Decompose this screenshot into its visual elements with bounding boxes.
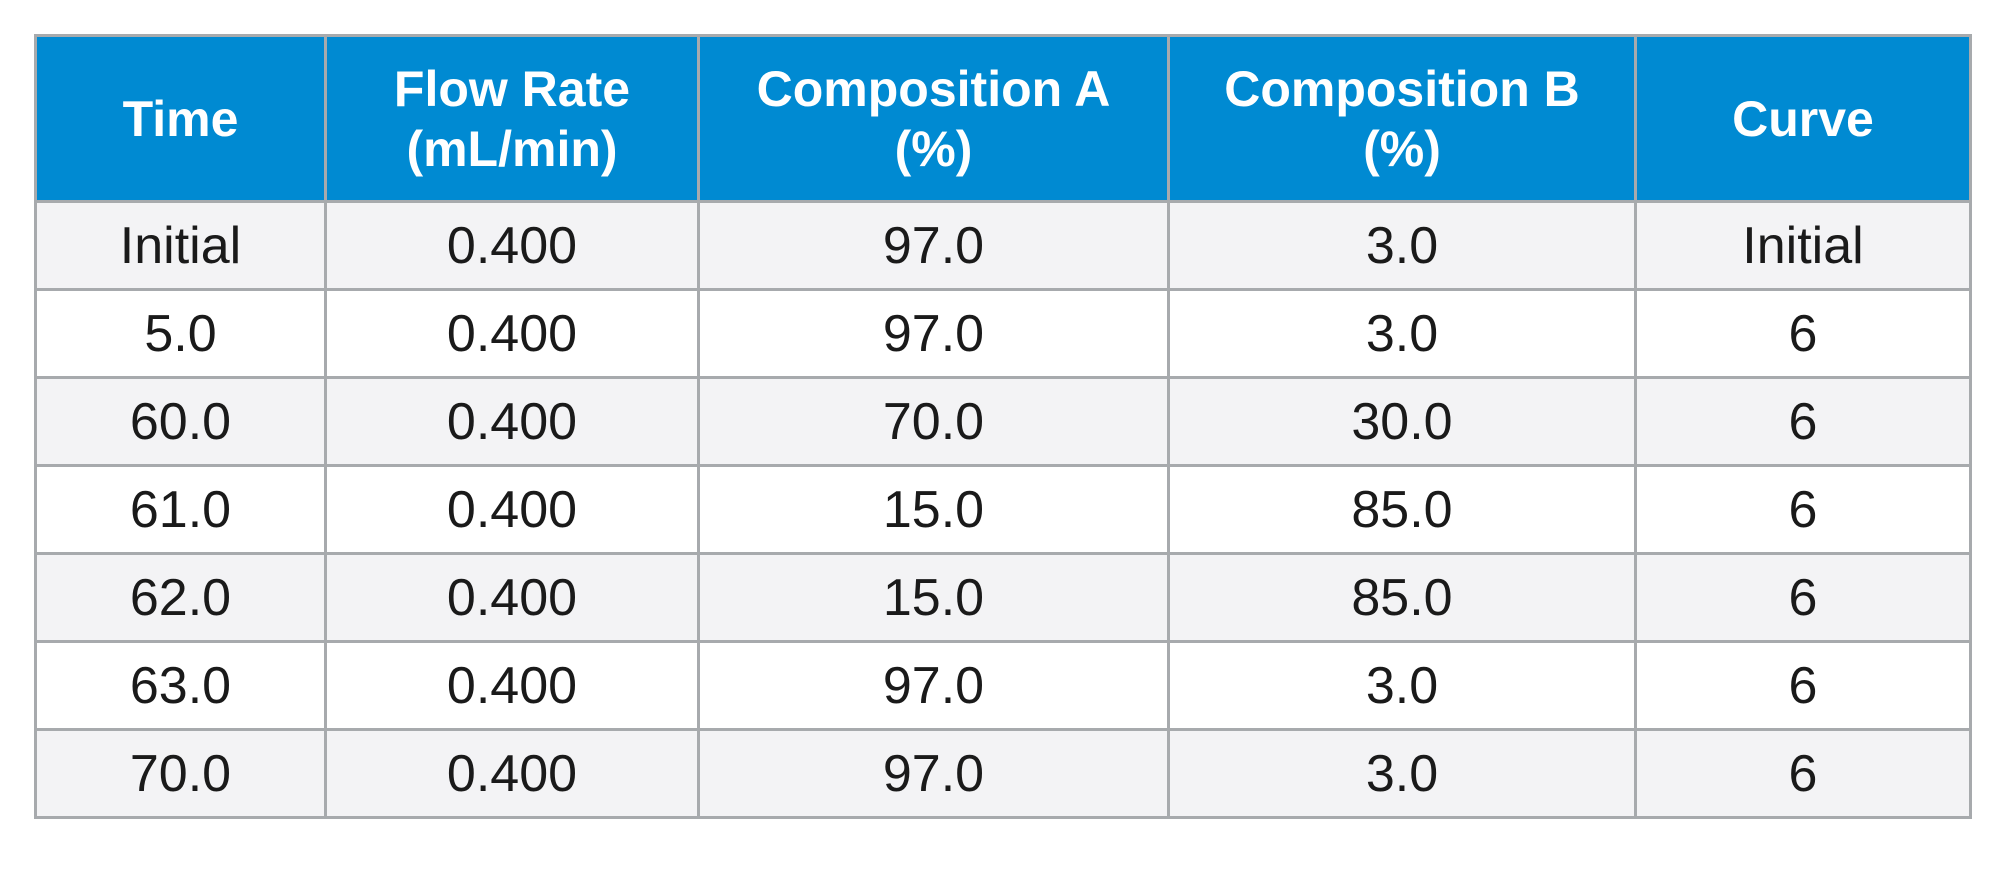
cell-flow-rate: 0.400 — [324, 728, 700, 819]
column-header-curve: Curve — [1634, 34, 1972, 203]
cell-curve: 6 — [1634, 640, 1972, 731]
cell-composition-a: 15.0 — [697, 552, 1170, 643]
column-header-flow-rate: Flow Rate (mL/min) — [324, 34, 700, 203]
cell-time: 60.0 — [34, 376, 327, 467]
table-row: 5.0 0.400 97.0 3.0 6 — [34, 288, 1972, 379]
header-unit: (mL/min) — [406, 120, 618, 177]
table-row: Initial 0.400 97.0 3.0 Initial — [34, 200, 1972, 291]
table-row: 60.0 0.400 70.0 30.0 6 — [34, 376, 1972, 467]
cell-time: 5.0 — [34, 288, 327, 379]
header-row: Time Flow Rate (mL/min) Composition A (%… — [34, 34, 1972, 203]
cell-composition-b: 3.0 — [1167, 640, 1637, 731]
cell-time: 61.0 — [34, 464, 327, 555]
cell-curve: Initial — [1634, 200, 1972, 291]
column-header-composition-a: Composition A (%) — [697, 34, 1170, 203]
cell-composition-b: 85.0 — [1167, 464, 1637, 555]
cell-flow-rate: 0.400 — [324, 376, 700, 467]
table-container: Time Flow Rate (mL/min) Composition A (%… — [34, 34, 1972, 819]
cell-composition-a: 97.0 — [697, 200, 1170, 291]
cell-composition-b: 3.0 — [1167, 288, 1637, 379]
cell-curve: 6 — [1634, 464, 1972, 555]
gradient-table: Time Flow Rate (mL/min) Composition A (%… — [34, 34, 1972, 819]
cell-composition-a: 97.0 — [697, 288, 1170, 379]
cell-flow-rate: 0.400 — [324, 552, 700, 643]
column-header-composition-b: Composition B (%) — [1167, 34, 1637, 203]
cell-flow-rate: 0.400 — [324, 288, 700, 379]
cell-composition-b: 3.0 — [1167, 200, 1637, 291]
cell-flow-rate: 0.400 — [324, 464, 700, 555]
cell-time: 63.0 — [34, 640, 327, 731]
cell-curve: 6 — [1634, 376, 1972, 467]
cell-curve: 6 — [1634, 288, 1972, 379]
cell-composition-b: 30.0 — [1167, 376, 1637, 467]
cell-flow-rate: 0.400 — [324, 640, 700, 731]
cell-composition-a: 15.0 — [697, 464, 1170, 555]
header-unit: (%) — [894, 120, 973, 177]
header-unit: (%) — [1363, 120, 1441, 177]
table-header: Time Flow Rate (mL/min) Composition A (%… — [34, 34, 1972, 203]
table-row: 70.0 0.400 97.0 3.0 6 — [34, 728, 1972, 819]
cell-composition-b: 85.0 — [1167, 552, 1637, 643]
header-line: Composition A — [756, 60, 1111, 117]
header-line: Composition B — [1224, 60, 1580, 117]
cell-composition-a: 97.0 — [697, 640, 1170, 731]
cell-curve: 6 — [1634, 552, 1972, 643]
table-row: 63.0 0.400 97.0 3.0 6 — [34, 640, 1972, 731]
header-line: Time — [122, 90, 239, 147]
cell-composition-b: 3.0 — [1167, 728, 1637, 819]
cell-time: Initial — [34, 200, 327, 291]
header-line: Curve — [1732, 90, 1874, 147]
cell-time: 62.0 — [34, 552, 327, 643]
cell-time: 70.0 — [34, 728, 327, 819]
cell-composition-a: 97.0 — [697, 728, 1170, 819]
cell-composition-a: 70.0 — [697, 376, 1170, 467]
header-line: Flow Rate — [393, 60, 631, 117]
cell-curve: 6 — [1634, 728, 1972, 819]
table-row: 62.0 0.400 15.0 85.0 6 — [34, 552, 1972, 643]
table-body: Initial 0.400 97.0 3.0 Initial 5.0 0.400… — [34, 200, 1972, 819]
table-row: 61.0 0.400 15.0 85.0 6 — [34, 464, 1972, 555]
cell-flow-rate: 0.400 — [324, 200, 700, 291]
column-header-time: Time — [34, 34, 327, 203]
